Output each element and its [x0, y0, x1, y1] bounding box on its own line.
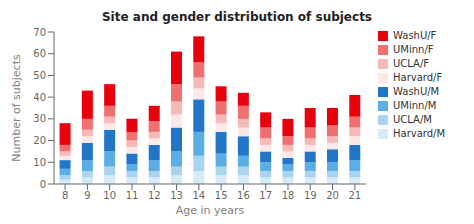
html-text:WashU/F: WashU/F	[393, 30, 437, 41]
html-text:Site and gender distribution o: Site and gender distribution of subjects	[102, 10, 372, 24]
svg-text:0: 0	[40, 179, 46, 190]
html-text:UCLA/F: UCLA/F	[393, 58, 430, 69]
svg-text:Number of subjects: Number of subjects	[10, 54, 23, 162]
html-text:Harvard/F: Harvard/F	[393, 72, 443, 83]
svg-text:10: 10	[103, 190, 116, 201]
svg-text:20: 20	[33, 135, 46, 146]
svg-text:20: 20	[326, 190, 339, 201]
html-text:Harvard/M: Harvard/M	[393, 128, 446, 139]
svg-text:8: 8	[62, 190, 68, 201]
html-text:UMinn/M: UMinn/M	[393, 100, 437, 111]
html-text:UCLA/M: UCLA/M	[393, 114, 432, 125]
svg-text:60: 60	[33, 48, 46, 59]
svg-text:12: 12	[148, 190, 161, 201]
svg-text:17: 17	[259, 190, 272, 201]
svg-text:10: 10	[33, 157, 46, 168]
svg-text:50: 50	[33, 70, 46, 81]
svg-text:13: 13	[170, 190, 183, 201]
html-text:WashU/M: WashU/M	[393, 86, 440, 97]
svg-text:15: 15	[215, 190, 228, 201]
svg-text:9: 9	[84, 190, 90, 201]
svg-text:Age in years: Age in years	[176, 204, 245, 216]
svg-text:11: 11	[126, 190, 139, 201]
svg-text:18: 18	[282, 190, 295, 201]
html-text:UMinn/F: UMinn/F	[393, 44, 434, 55]
svg-text:70: 70	[33, 27, 46, 38]
svg-text:16: 16	[237, 190, 250, 201]
svg-text:21: 21	[348, 190, 361, 201]
svg-text:40: 40	[33, 92, 46, 103]
svg-text:19: 19	[304, 190, 317, 201]
svg-text:14: 14	[192, 190, 205, 201]
svg-text:30: 30	[33, 113, 46, 124]
